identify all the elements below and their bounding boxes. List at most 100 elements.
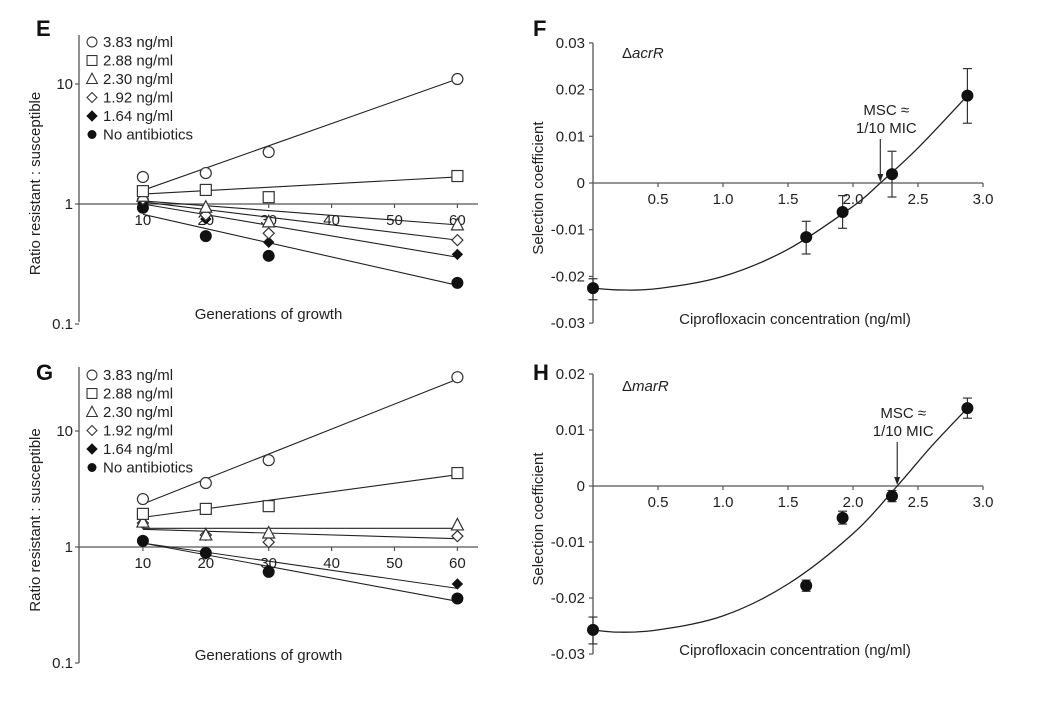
data-point — [451, 248, 464, 261]
legend-label: 2.30 ng/ml — [103, 404, 173, 421]
x-axis-label: Generations of growth — [195, 306, 343, 323]
y-axis-label: Selection coefficient — [530, 121, 547, 255]
data-point — [961, 89, 974, 102]
y-tick-label: -0.02 — [551, 268, 585, 285]
legend-label: 2.88 ng/ml — [103, 386, 173, 403]
legend-marker — [85, 404, 99, 418]
x-tick-label: 2.0 — [843, 191, 864, 208]
x-axis-label: Ciprofloxacin concentration (ng/ml) — [679, 642, 911, 659]
strain-label: ΔacrR — [622, 45, 664, 62]
x-tick-label: 50 — [386, 555, 403, 572]
strain-name: acrR — [632, 45, 664, 62]
msc-label: MSC ≈ — [863, 102, 909, 119]
fit-line — [142, 78, 458, 191]
fit-curve — [592, 407, 968, 633]
legend-marker — [86, 110, 98, 122]
x-tick-label: 0.5 — [648, 494, 669, 511]
panel-F: F ΔacrR 0.03 0.02 0.01 0 -0.01 -0.02 -0.03 0.5 1.0… — [530, 16, 993, 332]
data-point — [262, 191, 275, 204]
msc-label: MSC ≈ — [880, 405, 926, 422]
y-axis-label: Ratio resistant : susceptible — [27, 92, 44, 275]
x-tick-label: 10 — [135, 555, 152, 572]
data-point — [587, 282, 599, 295]
y-tick-label: 10 — [56, 76, 73, 93]
data-point — [961, 402, 974, 415]
strain-label: ΔmarR — [622, 378, 669, 395]
fit-line — [142, 203, 458, 258]
fit-line — [142, 542, 458, 589]
fit-line — [142, 528, 458, 540]
data-point — [262, 535, 276, 549]
msc-arrowhead — [894, 477, 901, 485]
data-point — [451, 276, 464, 289]
legend-label: 1.92 ng/ml — [103, 90, 173, 107]
legend-marker — [86, 91, 98, 104]
data-point — [451, 371, 464, 384]
legend-marker — [86, 369, 98, 381]
data-point — [886, 168, 898, 181]
x-tick-label: 10 — [135, 212, 152, 229]
data-point — [262, 500, 275, 513]
data-point — [800, 579, 813, 592]
x-tick-label: 1.0 — [713, 494, 734, 511]
data-point — [262, 226, 276, 240]
data-point — [587, 623, 599, 636]
data-point — [199, 183, 212, 197]
legend-marker — [86, 424, 98, 437]
data-point — [136, 170, 149, 184]
x-axis-label: Ciprofloxacin concentration (ng/ml) — [679, 311, 911, 328]
legend-label: No antibiotics — [103, 460, 193, 477]
data-point — [800, 231, 813, 244]
y-tick-label: 0 — [577, 478, 585, 495]
legend-marker — [86, 55, 98, 66]
x-tick-label: 3.0 — [973, 494, 994, 511]
y-axis-label: Ratio resistant : susceptible — [27, 428, 44, 611]
legend-marker — [86, 388, 98, 399]
msc-label-mic: 1/10 MIC — [856, 120, 917, 137]
y-tick-label: -0.03 — [551, 315, 585, 332]
legend-marker — [86, 36, 98, 48]
y-tick-label: 0.1 — [52, 655, 73, 672]
y-tick-label: -0.02 — [551, 590, 585, 607]
data-point — [262, 564, 275, 576]
y-axis-label: Selection coefficient — [530, 452, 547, 586]
legend-label: 3.83 ng/ml — [103, 34, 173, 51]
legend-marker — [87, 463, 97, 472]
panel-letter: G — [36, 360, 53, 385]
y-tick-label: 0.02 — [556, 82, 585, 99]
fit-line — [142, 201, 458, 241]
data-point — [451, 72, 464, 86]
x-tick-label: 40 — [323, 555, 340, 572]
y-tick-label: 0.02 — [556, 366, 585, 383]
msc-arrowhead — [877, 174, 884, 182]
data-point — [262, 454, 275, 467]
data-point — [262, 249, 275, 262]
x-tick-label: 0.5 — [648, 191, 669, 208]
x-tick-label: 2.5 — [908, 494, 929, 511]
panel-letter: H — [533, 360, 549, 385]
data-point — [451, 466, 464, 480]
legend-label: 1.64 ng/ml — [103, 441, 173, 458]
legend-label: 3.83 ng/ml — [103, 367, 173, 384]
legend-marker — [85, 71, 99, 85]
legend: 3.83 ng/ml 2.88 ng/ml2.30 ng/ml 1.92 ng/ml… — [85, 367, 193, 477]
fit-line — [142, 200, 458, 226]
y-tick-label: 10 — [56, 423, 73, 440]
data-point — [198, 527, 213, 541]
x-tick-label: 1.5 — [778, 494, 799, 511]
x-tick-label: 2.0 — [843, 494, 864, 511]
legend: 3.83 ng/ml 2.88 ng/ml2.30 ng/ml 1.92 ng/ml… — [85, 34, 193, 144]
data-point — [450, 517, 465, 531]
data-point — [262, 236, 275, 248]
data-point — [451, 578, 464, 590]
x-tick-label: 2.5 — [908, 191, 929, 208]
y-tick-label: -0.03 — [551, 646, 585, 663]
strain-name: marR — [632, 378, 669, 395]
data-point — [199, 230, 212, 243]
fit-curve — [592, 95, 968, 291]
x-tick-label: 1.0 — [713, 191, 734, 208]
data-point — [261, 525, 276, 539]
